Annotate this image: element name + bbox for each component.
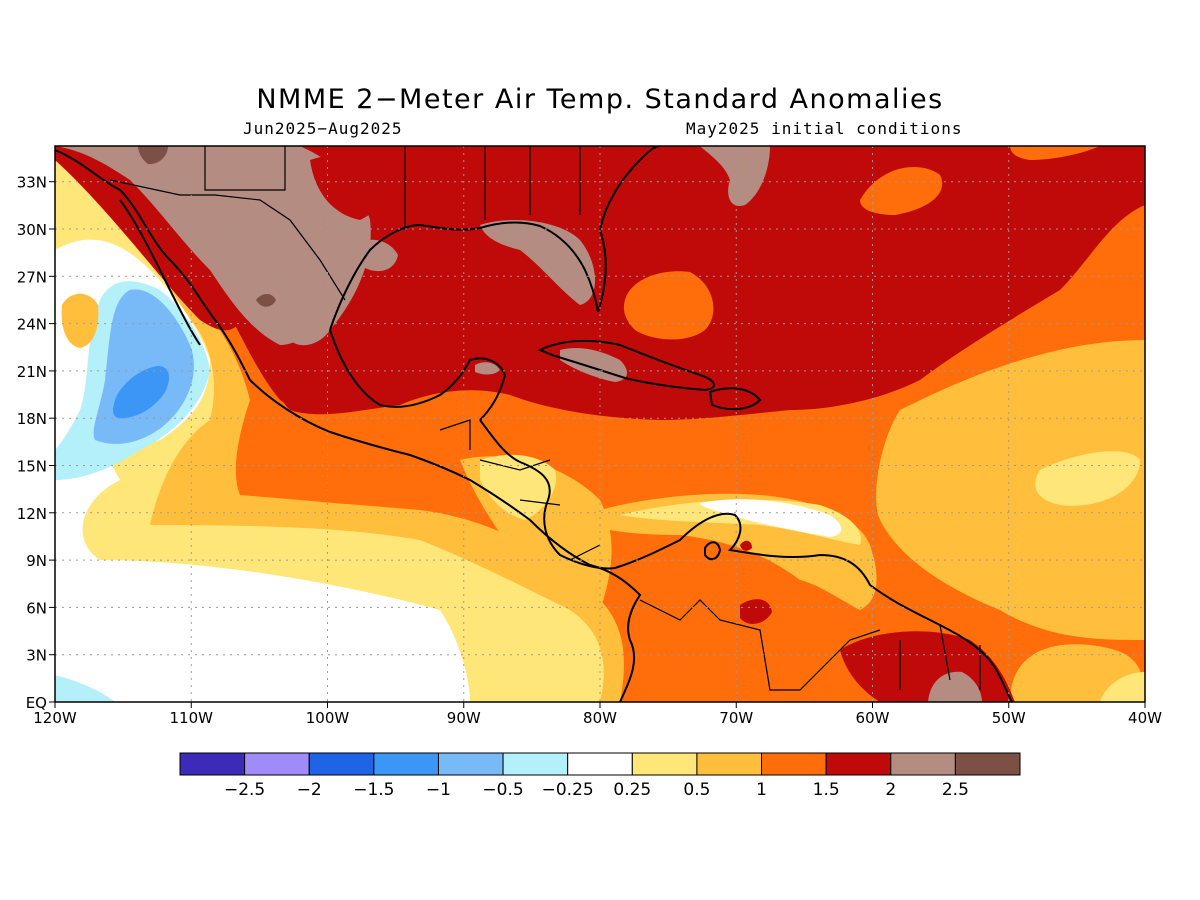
lat-label: EQ [26, 694, 47, 712]
field-ne-orange [1010, 146, 1100, 160]
field-pacific-white [55, 420, 470, 702]
lon-label: 80W [583, 709, 617, 727]
colorbar-label: −2.5 [224, 780, 265, 800]
colorbar-swatch [631, 752, 698, 776]
field-florida-brown [480, 220, 595, 305]
field-colombia-red [740, 540, 752, 551]
lat-label: 3N [26, 647, 47, 665]
initial-conditions-label: May2025 initial conditions [686, 119, 963, 138]
field-carolina-brown [700, 146, 770, 206]
colorbar-swatch [761, 752, 827, 776]
colorbar-label: −1 [426, 780, 451, 800]
lat-label: 18N [17, 410, 47, 428]
field-atlantic-yellow-se [1100, 672, 1145, 702]
borders [109, 146, 981, 691]
lat-label: 9N [26, 552, 47, 570]
coastline-yucatan [329, 329, 507, 421]
lon-label: 60W [856, 709, 890, 727]
field-caribbean-white [700, 499, 842, 537]
field-atlantic-lightorange [876, 340, 1145, 640]
coastline-central-america-caribbean [479, 419, 616, 570]
lat-label: 21N [17, 363, 47, 381]
coastline-lake-maracaibo [704, 541, 722, 561]
lon-label: 100W [306, 709, 350, 727]
colorbar-label: −0.25 [542, 780, 594, 800]
colorbar-swatch [696, 752, 763, 776]
border-us-states-b [404, 146, 581, 230]
season-label: Jun2025−Aug2025 [243, 119, 403, 138]
graticule [55, 146, 1145, 702]
coastline-south-america-north [614, 512, 1013, 702]
colorbar-label: 2.5 [942, 780, 969, 800]
colorbar-swatch [244, 752, 310, 776]
border-central-america [439, 419, 601, 561]
lon-label: 120W [33, 709, 77, 727]
field-pacific-lightblue-sw [55, 675, 115, 702]
colorbar-swatch [890, 752, 956, 776]
border-us-states-a [204, 146, 286, 191]
lon-label: 70W [719, 709, 753, 727]
lat-label: 27N [17, 268, 47, 286]
field-louisiana-brown [353, 239, 398, 272]
coastline-hispaniola [708, 387, 762, 411]
colorbar-swatch [308, 752, 375, 776]
field-pacific-lightorange-w [61, 293, 99, 348]
colorbar-label: 1.5 [813, 780, 840, 800]
field-atlantic-orange-blob [860, 167, 943, 215]
colorbar-swatch [437, 752, 504, 776]
lat-label: 24N [17, 316, 47, 334]
field-texas-brown [310, 152, 401, 220]
colorbar-swatch [502, 752, 569, 776]
colorbar-swatch [567, 752, 633, 776]
colorbar-label: 0.5 [683, 780, 710, 800]
field-atlantic-yellow [1035, 451, 1140, 506]
anomaly-field [55, 146, 1145, 702]
longitude-axis: 120W 110W 100W 90W 80W 70W 60W 50W 40W [33, 702, 1162, 727]
colorbar-label: −1.5 [353, 780, 394, 800]
field-yucatan-brown [475, 362, 500, 375]
lon-label: 110W [170, 709, 214, 727]
map-title: NMME 2−Meter Air Temp. Standard Anomalie… [256, 84, 944, 115]
colorbar-label: −2 [297, 780, 322, 800]
lon-label: 90W [447, 709, 481, 727]
field-nw-brown [55, 146, 320, 345]
coastline-cuba [537, 339, 715, 392]
lat-label: 6N [26, 599, 47, 617]
colorbar-swatch [179, 752, 246, 776]
field-north-red [268, 146, 1145, 420]
border-south-america [639, 599, 981, 691]
coastline-pacific-mexico [55, 149, 642, 702]
field-pacific-yellow [55, 146, 604, 702]
lat-label: 30N [17, 221, 47, 239]
lon-label: 40W [1128, 709, 1162, 727]
colorbar-label: 0.25 [613, 780, 651, 800]
coastline-east-us [597, 146, 661, 313]
field-pacific-blue-1 [113, 366, 170, 419]
lat-label: 33N [17, 174, 47, 192]
colorbar: −2.5 −2 −1.5 −1 −0.5 −0.25 0.25 0.5 1 1.5 2 2.5 [179, 752, 1021, 800]
colorbar-label: −0.5 [482, 780, 523, 800]
field-guianas-brown [928, 671, 982, 702]
lon-label: 50W [992, 709, 1026, 727]
colorbar-swatch [954, 752, 1021, 776]
colorbar-swatch [373, 752, 439, 776]
lat-label: 12N [17, 505, 47, 523]
coastline-baja [119, 199, 201, 346]
lat-label: 15N [17, 458, 47, 476]
field-nw-darkbrown [138, 146, 168, 165]
latitude-axis: 33N 30N 27N 24N 21N 18N 15N 12N 9N 6N 3N EQ [17, 174, 55, 712]
coastline-gulf [329, 221, 599, 331]
colorbar-swatch [825, 752, 892, 776]
field-venezuela-red [740, 599, 772, 624]
field-bahamas-orange [623, 271, 714, 340]
colorbar-label: 2 [885, 780, 896, 800]
coastlines [55, 146, 1013, 702]
border-us-mexico [109, 179, 346, 301]
colorbar-label: 1 [756, 780, 767, 800]
field-baja-darkbrown [256, 294, 276, 307]
